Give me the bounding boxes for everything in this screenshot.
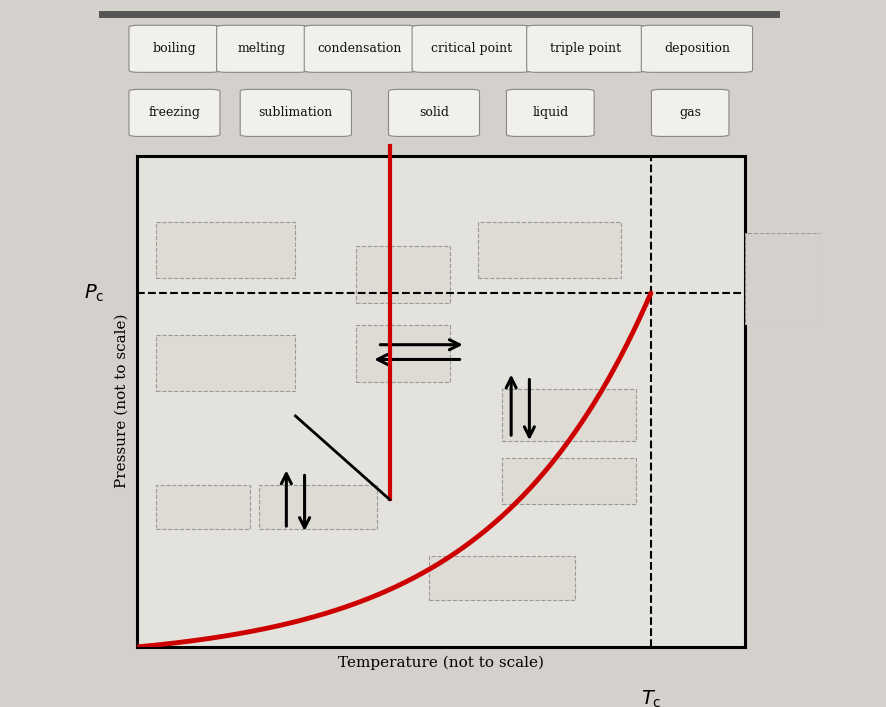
FancyBboxPatch shape xyxy=(526,25,644,72)
Bar xyxy=(501,389,635,440)
Text: deposition: deposition xyxy=(663,42,729,55)
FancyBboxPatch shape xyxy=(304,25,415,72)
Bar xyxy=(356,325,450,382)
Text: critical point: critical point xyxy=(430,42,511,55)
Text: $P_{\rm c}$: $P_{\rm c}$ xyxy=(83,283,104,304)
Bar xyxy=(156,485,250,529)
Text: condensation: condensation xyxy=(317,42,401,55)
Text: boiling: boiling xyxy=(152,42,196,55)
FancyBboxPatch shape xyxy=(641,25,751,72)
Text: solid: solid xyxy=(418,106,448,119)
Y-axis label: Pressure (not to scale): Pressure (not to scale) xyxy=(115,314,129,489)
Bar xyxy=(501,457,635,504)
Text: liquid: liquid xyxy=(532,106,568,119)
FancyBboxPatch shape xyxy=(240,89,351,136)
X-axis label: Temperature (not to scale): Temperature (not to scale) xyxy=(338,655,544,670)
Bar xyxy=(356,247,450,303)
Text: triple point: triple point xyxy=(549,42,620,55)
Bar xyxy=(478,222,620,279)
Text: $T_{\rm c}$: $T_{\rm c}$ xyxy=(640,689,660,707)
Text: melting: melting xyxy=(237,42,286,55)
Bar xyxy=(156,222,295,279)
FancyBboxPatch shape xyxy=(506,89,594,136)
Bar xyxy=(429,556,574,600)
Text: gas: gas xyxy=(679,106,701,119)
FancyBboxPatch shape xyxy=(128,25,220,72)
Bar xyxy=(259,485,377,529)
FancyBboxPatch shape xyxy=(128,89,220,136)
FancyBboxPatch shape xyxy=(388,89,479,136)
FancyBboxPatch shape xyxy=(650,89,728,136)
FancyBboxPatch shape xyxy=(216,25,307,72)
Bar xyxy=(156,335,295,392)
Text: freezing: freezing xyxy=(148,106,200,119)
FancyBboxPatch shape xyxy=(412,25,530,72)
Text: sublimation: sublimation xyxy=(259,106,332,119)
